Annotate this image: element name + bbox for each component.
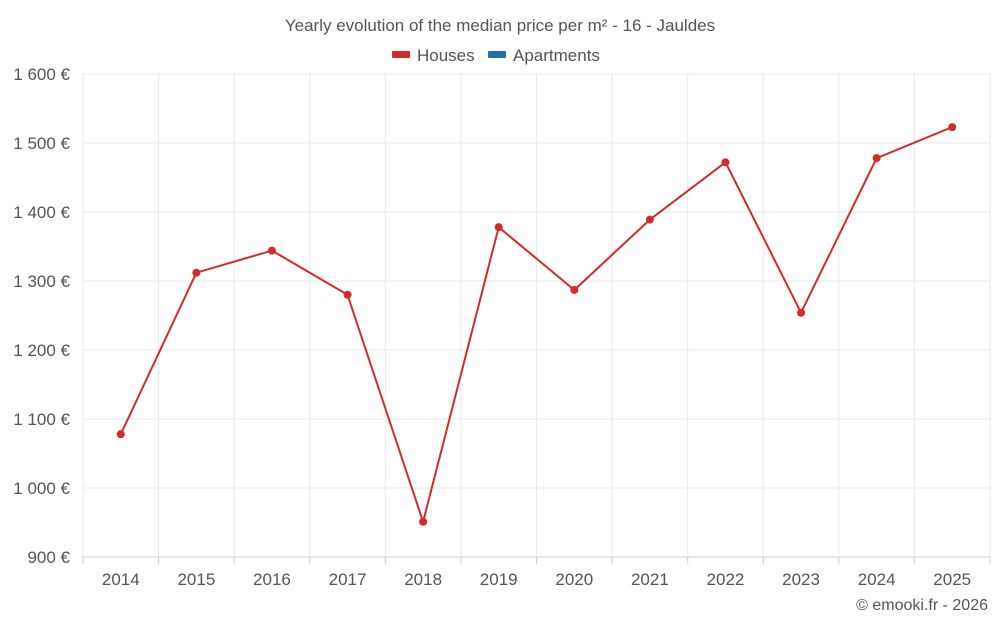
y-tick-label: 1 400 € [13,203,70,222]
y-tick-label: 1 300 € [13,272,70,291]
y-tick-label: 1 000 € [13,479,70,498]
legend: Houses Apartments [392,46,600,65]
series-line-houses [119,126,953,523]
x-tick-label: 2022 [707,570,745,589]
data-point-houses[interactable] [267,246,276,255]
x-tick-label: 2015 [177,570,215,589]
legend-item-houses[interactable]: Houses [392,46,475,65]
legend-label-apartments: Apartments [513,46,600,65]
x-tick-label: 2024 [858,570,896,589]
data-point-houses[interactable] [797,308,806,317]
legend-swatch-houses [392,51,410,58]
x-tick-label: 2020 [555,570,593,589]
data-point-houses[interactable] [570,285,579,294]
grid [82,73,991,564]
x-tick-label: 2017 [329,570,367,589]
data-point-houses[interactable] [872,154,881,163]
x-tick-label: 2021 [631,570,669,589]
x-tick-label: 2019 [480,570,518,589]
legend-item-apartments[interactable]: Apartments [488,46,600,65]
data-point-houses[interactable] [116,430,125,439]
x-tick-label: 2016 [253,570,291,589]
data-point-houses[interactable] [948,123,957,132]
legend-swatch-apartments [488,51,506,58]
data-point-houses[interactable] [419,517,428,526]
series-layer [116,123,957,526]
data-point-houses[interactable] [645,215,654,224]
y-tick-label: 1 500 € [13,134,70,153]
y-tick-label: 1 200 € [13,341,70,360]
y-axis-ticks: 900 € 1 000 € 1 100 € 1 200 € 1 300 € 1 400 €… [13,65,70,567]
y-tick-label: 900 € [27,548,70,567]
credit-text: © emooki.fr - 2026 [856,597,988,614]
data-point-houses[interactable] [343,290,352,299]
data-point-houses[interactable] [494,223,503,232]
x-tick-label: 2023 [782,570,820,589]
x-axis-ticks: 2014 2015 2016 2017 2018 2019 2020 2021 2022 2023… [102,570,971,589]
x-tick-label: 2025 [933,570,971,589]
x-tick-label: 2018 [404,570,442,589]
x-tick-label: 2014 [102,570,140,589]
y-tick-label: 1 600 € [13,65,70,84]
data-point-houses[interactable] [721,158,730,167]
data-point-houses[interactable] [192,268,201,277]
chart-title: Yearly evolution of the median price per… [285,16,715,35]
legend-label-houses: Houses [417,46,475,65]
y-tick-label: 1 100 € [13,410,70,429]
